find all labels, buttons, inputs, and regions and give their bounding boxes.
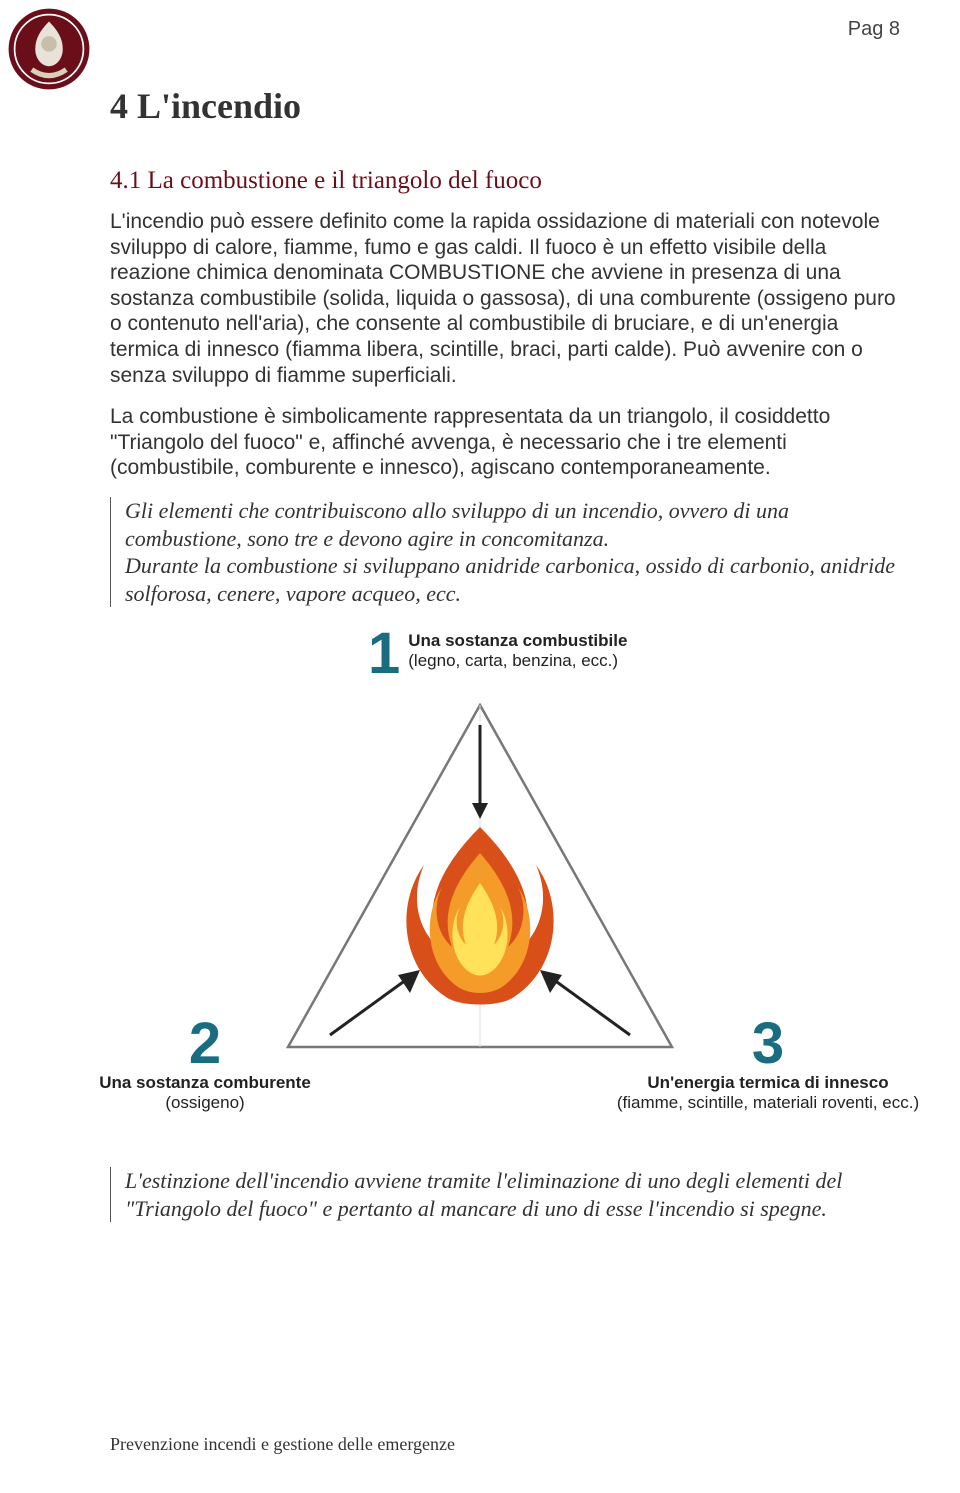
item1-sub: (legno, carta, benzina, ecc.) — [408, 651, 618, 670]
fire-triangle-diagram: 1 Una sostanza combustibile (legno, cart… — [110, 625, 910, 1145]
item2-title: Una sostanza comburente — [99, 1073, 311, 1092]
chapter-title: 4 L'incendio — [110, 85, 910, 127]
triangle-graphic — [270, 687, 690, 1067]
diagram-item-1: 1 Una sostanza combustibile (legno, cart… — [368, 625, 627, 683]
paragraph-2: La combustione è simbolicamente rapprese… — [110, 404, 910, 481]
item2-sub: (ossigeno) — [165, 1093, 244, 1112]
diagram-item-2: 2 Una sostanza comburente (ossigeno) — [80, 1015, 330, 1113]
callout-extinction: L'estinzione dell'incendio avviene trami… — [110, 1167, 910, 1222]
footer-text: Prevenzione incendi e gestione delle eme… — [110, 1434, 455, 1455]
number-2: 2 — [80, 1015, 330, 1073]
item1-title: Una sostanza combustibile — [408, 631, 627, 650]
item3-sub: (fiamme, scintille, materiali roventi, e… — [617, 1093, 919, 1112]
callout-elements: Gli elementi che contribuiscono allo svi… — [110, 497, 910, 607]
university-crest-icon — [6, 6, 92, 92]
item3-title: Un'energia termica di innesco — [647, 1073, 888, 1092]
section-title: 4.1 La combustione e il triangolo del fu… — [110, 167, 910, 195]
page-number: Pag 8 — [848, 18, 900, 41]
number-3: 3 — [598, 1015, 938, 1073]
diagram-item-3: 3 Un'energia termica di innesco (fiamme,… — [598, 1015, 938, 1113]
paragraph-1: L'incendio può essere definito come la r… — [110, 209, 910, 388]
number-1: 1 — [368, 625, 400, 683]
